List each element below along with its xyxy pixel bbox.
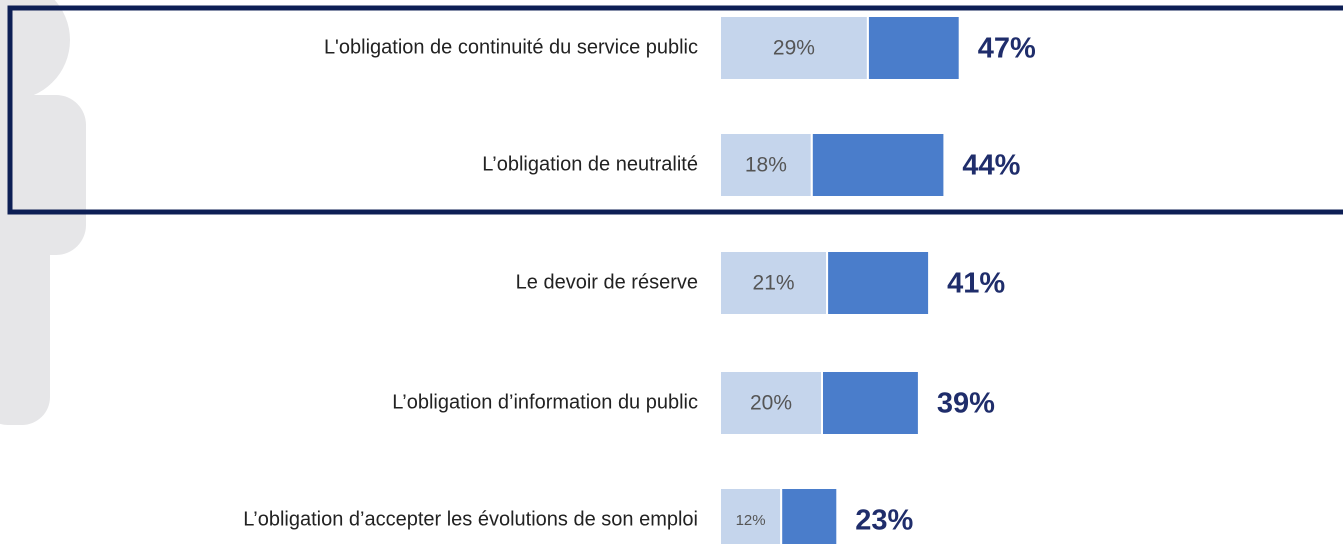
- bar-segment: [719, 15, 869, 81]
- bar-segment: [810, 132, 946, 198]
- segment-label: 12%: [736, 512, 766, 529]
- category-label: L’obligation d’information du public: [392, 391, 698, 413]
- bar-segment: [719, 487, 783, 544]
- total-label: 44%: [962, 150, 1020, 182]
- category-label: L’obligation de neutralité: [482, 153, 698, 175]
- total-label: 23%: [855, 505, 913, 537]
- bar-segment: [719, 370, 823, 436]
- total-label: 39%: [937, 388, 995, 420]
- category-label: L’obligation d’accepter les évolutions d…: [243, 508, 698, 530]
- segment-label: 18%: [745, 154, 787, 177]
- segment-label: 21%: [753, 272, 795, 295]
- category-label: Le devoir de réserve: [516, 271, 698, 293]
- segment-label: 29%: [773, 37, 815, 60]
- category-label: L'obligation de continuité du service pu…: [324, 36, 698, 58]
- bar-segment: [821, 370, 920, 436]
- highlight-frame: [7, 5, 1343, 215]
- bar-segment: [826, 250, 931, 316]
- segment-label: 20%: [750, 392, 792, 415]
- person-silhouette: [0, 0, 86, 425]
- bar-segment: [780, 487, 839, 544]
- total-label: 41%: [947, 268, 1005, 300]
- total-label: 47%: [978, 33, 1036, 65]
- bar-segment: [866, 15, 961, 81]
